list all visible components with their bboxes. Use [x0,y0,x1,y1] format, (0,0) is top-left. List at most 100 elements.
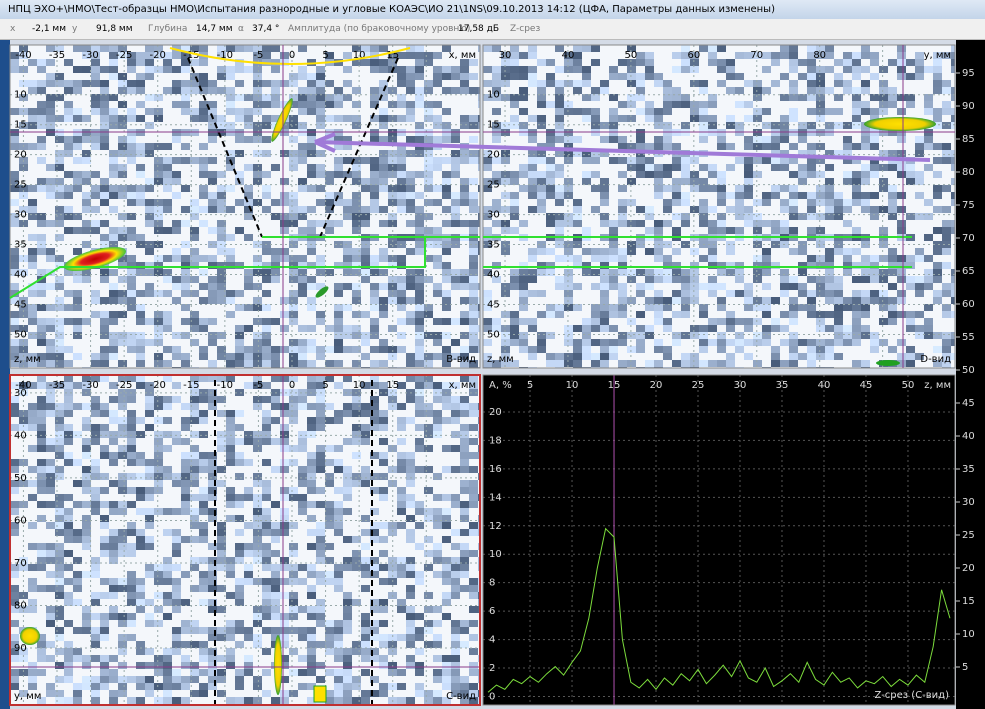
noise-cell [154,571,163,578]
noise-cell [235,627,244,634]
noise-cell [136,185,145,192]
noise-cell [469,592,478,599]
noise-cell [415,396,424,403]
v-tick-label: 40 [14,430,27,441]
noise-cell [942,150,951,157]
noise-cell [415,206,424,213]
noise-cell [118,234,127,241]
noise-cell [379,634,388,641]
noise-cell [370,199,379,206]
noise-cell [397,494,406,501]
noise-cell [843,199,852,206]
noise-cell [136,311,145,318]
noise-cell [600,178,609,185]
noise-cell [555,122,564,129]
noise-cell [280,459,289,466]
noise-cell [136,543,145,550]
noise-cell [645,283,654,290]
noise-cell [753,143,762,150]
noise-cell [852,122,861,129]
h-tick-label: 5 [322,380,328,391]
noise-cell [262,599,271,606]
noise-cell [753,136,762,143]
noise-cell [699,220,708,227]
noise-cell [307,669,316,676]
noise-cell [127,459,136,466]
noise-cell [55,185,64,192]
noise-cell [897,136,906,143]
noise-cell [744,80,753,87]
noise-cell [271,438,280,445]
noise-cell [136,304,145,311]
noise-cell [289,690,298,697]
noise-cell [253,178,262,185]
noise-cell [699,332,708,339]
noise-cell [28,304,37,311]
noise-cell [735,213,744,220]
noise-cell [181,536,190,543]
defect [274,635,282,695]
noise-cell [379,410,388,417]
noise-cell [289,199,298,206]
noise-cell [361,220,370,227]
noise-cell [699,311,708,318]
noise-cell [451,136,460,143]
noise-cell [861,332,870,339]
noise-cell [208,178,217,185]
noise-cell [780,136,789,143]
noise-cell [298,213,307,220]
noise-cell [172,66,181,73]
noise-cell [100,662,109,669]
noise-cell [118,445,127,452]
v-axis-label: z, мм [14,354,41,365]
noise-cell [879,276,888,283]
noise-cell [100,655,109,662]
noise-cell [816,325,825,332]
noise-cell [753,360,762,367]
v-tick-label: 90 [14,643,27,654]
noise-cell [442,515,451,522]
noise-cell [253,445,262,452]
noise-cell [717,59,726,66]
noise-cell [172,697,181,704]
noise-cell [951,59,955,66]
noise-cell [55,73,64,80]
noise-cell [118,122,127,129]
noise-cell [82,480,91,487]
noise-cell [172,564,181,571]
noise-cell [469,620,478,627]
noise-cell [627,73,636,80]
noise-cell [325,669,334,676]
noise-cell [55,606,64,613]
noise-cell [154,662,163,669]
noise-cell [915,143,924,150]
noise-cell [118,150,127,157]
noise-cell [271,599,280,606]
noise-cell [163,346,172,353]
noise-cell [825,325,834,332]
noise-cell [510,66,519,73]
noise-cell [343,494,352,501]
noise-cell [100,550,109,557]
noise-cell [163,690,172,697]
noise-cell [298,157,307,164]
noise-cell [46,473,55,480]
noise-cell [915,248,924,255]
noise-cell [37,515,46,522]
noise-cell [343,80,352,87]
noise-cell [510,178,519,185]
noise-cell [555,192,564,199]
noise-cell [537,87,546,94]
noise-cell [816,346,825,353]
noise-cell [262,122,271,129]
noise-cell [879,255,888,262]
noise-cell [699,164,708,171]
noise-cell [451,585,460,592]
scale-label: 90 [962,101,975,112]
noise-cell [406,494,415,501]
noise-cell [460,87,469,94]
noise-cell [352,599,361,606]
noise-cell [442,297,451,304]
noise-cell [46,466,55,473]
noise-cell [136,487,145,494]
